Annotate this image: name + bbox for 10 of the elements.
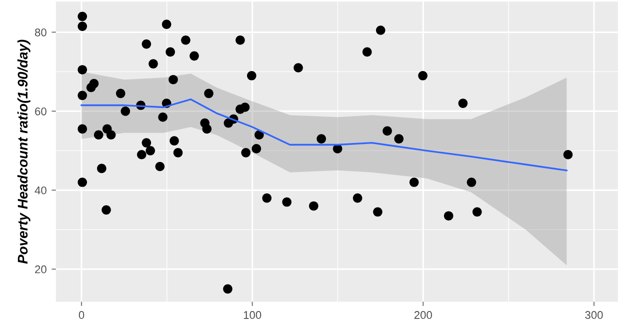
y-tick-label: 80: [34, 28, 46, 36]
x-tick-label: 0: [78, 311, 84, 319]
y-tick-label: 20: [35, 265, 46, 274]
x-tick-label: 300: [585, 311, 603, 319]
line-series: [80, 98, 568, 172]
y-tick-label: 60: [35, 107, 46, 116]
y-tick-label: 40: [34, 186, 46, 194]
y-axis-title: Poverty Headcount ratio(1.90/day): [17, 40, 30, 264]
x-tick-label: 200: [414, 311, 432, 319]
x-tick-label: 100: [244, 311, 262, 319]
